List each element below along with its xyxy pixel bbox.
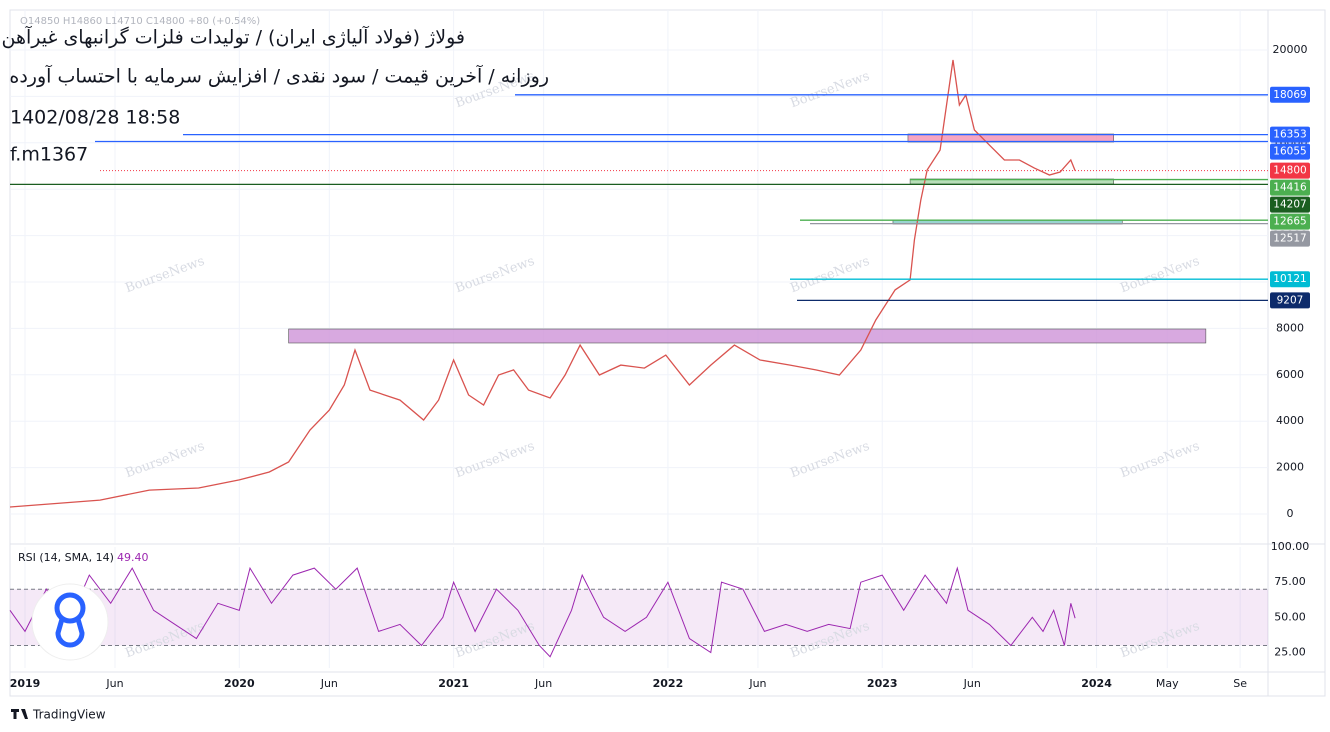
y-tick-label: 2000	[1276, 461, 1304, 474]
x-tick-label: 2023	[867, 677, 898, 690]
watermark: BourseNews	[1118, 439, 1201, 482]
x-tick-label: Jun	[320, 677, 338, 690]
level-label: 12517	[1273, 233, 1306, 245]
tv-logo	[11, 709, 28, 719]
x-tick-label: 2020	[224, 677, 255, 690]
title: فولاژ (فولاد آلیاژی ایران) / تولیدات فلز…	[1, 25, 465, 49]
level-label: 16353	[1273, 129, 1306, 141]
zone	[288, 328, 1207, 344]
level-label-bg	[1270, 143, 1310, 160]
level-label-bg	[1270, 196, 1310, 213]
x-tick-label: Jun	[534, 677, 552, 690]
code: f.m1367	[10, 144, 88, 166]
level-label: 12665	[1273, 216, 1306, 228]
level-label: 14800	[1273, 165, 1306, 177]
rsi-line	[9, 566, 1076, 658]
watermark: BourseNews	[788, 69, 871, 112]
rsi-tick-label: 100.00	[1271, 540, 1310, 553]
x-tick-label: Jun	[748, 677, 766, 690]
x-tick-label: Se	[1233, 677, 1247, 690]
level-label-bg	[1270, 230, 1310, 247]
level-label-bg	[1270, 271, 1310, 288]
y-tick-label: 20000	[1273, 43, 1308, 56]
x-tick-label: 2019	[10, 677, 41, 690]
level-label: 9207	[1277, 294, 1304, 306]
level-label-bg	[1270, 86, 1310, 103]
rsi-band	[10, 589, 1268, 646]
x-tick-label: 2022	[653, 677, 684, 690]
rsi-tick-label: 75.00	[1274, 575, 1306, 588]
footer: TradingView	[32, 708, 106, 722]
level-label-bg	[1270, 213, 1310, 230]
rsi-last: 49.40	[117, 551, 149, 564]
x-tick-label: Jun	[963, 677, 981, 690]
watermark: BourseNews	[123, 439, 206, 482]
level-label: 16055	[1273, 146, 1306, 158]
subtitle: روزانه / آخرین قیمت / سود نقدی / افزایش …	[9, 64, 549, 88]
watermark: BourseNews	[453, 254, 536, 297]
watermark: BourseNews	[788, 254, 871, 297]
level-label: 18069	[1273, 89, 1306, 101]
rsi-label: RSI (14, SMA, 14)	[18, 551, 114, 564]
rsi-tick-label: 25.00	[1274, 646, 1306, 659]
watermark: BourseNews	[788, 439, 871, 482]
level-label: 10121	[1273, 273, 1306, 285]
x-tick-label: 2021	[438, 677, 469, 690]
watermark: BourseNews	[123, 254, 206, 297]
y-tick-label: 8000	[1276, 321, 1304, 334]
datetime: 1402/08/28 18:58	[10, 107, 180, 129]
y-tick-label: 4000	[1276, 414, 1304, 427]
level-label-bg	[1270, 126, 1310, 143]
logo	[31, 583, 109, 661]
y-tick-label: 6000	[1276, 368, 1304, 381]
x-tick-label: Jun	[105, 677, 123, 690]
x-tick-label: 2024	[1081, 677, 1112, 690]
y-tick-label: 0	[1287, 507, 1294, 520]
ohlc: O14850 H14860 L14710 C14800 +80 (+0.54%)	[20, 16, 260, 27]
level-label: 14416	[1273, 182, 1307, 194]
level-label-bg	[1270, 162, 1310, 179]
watermark: BourseNews	[453, 439, 536, 482]
level-label-bg	[1270, 292, 1310, 309]
watermark: BourseNews	[1118, 254, 1201, 297]
rsi-tick-label: 50.00	[1274, 610, 1306, 623]
level-label-bg	[1270, 179, 1310, 196]
level-label: 14207	[1273, 199, 1306, 211]
x-tick-label: May	[1156, 677, 1179, 690]
